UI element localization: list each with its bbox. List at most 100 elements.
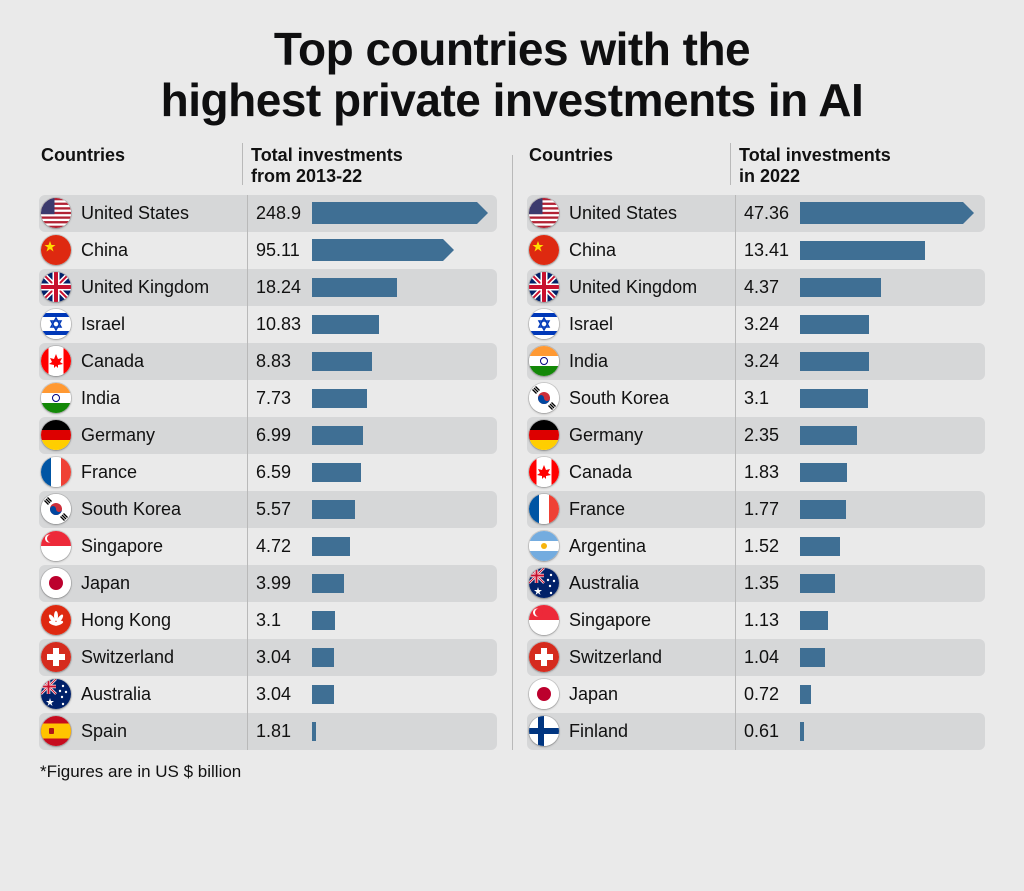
table-row: Germany2.35 — [527, 417, 985, 454]
column-separator — [735, 380, 736, 417]
investment-value: 5.57 — [256, 499, 306, 520]
column-separator — [247, 454, 248, 491]
column-separator — [735, 676, 736, 713]
investment-value: 3.04 — [256, 684, 306, 705]
gb-flag-icon — [529, 272, 559, 302]
ca-flag-icon — [41, 346, 71, 376]
country-name: Spain — [81, 721, 247, 742]
bar-track — [312, 241, 491, 260]
sg-flag-icon — [41, 531, 71, 561]
flag-cell — [527, 642, 569, 672]
flag-cell — [39, 531, 81, 561]
country-name: France — [81, 462, 247, 483]
flag-cell — [39, 568, 81, 598]
footnote: *Figures are in US $ billion — [0, 750, 1024, 782]
bar-track — [800, 389, 979, 408]
bar-track — [312, 352, 491, 371]
column-separator — [735, 454, 736, 491]
country-name: China — [569, 240, 735, 261]
country-name: Australia — [81, 684, 247, 705]
panels-container: Countries Total investments from 2013-22… — [0, 143, 1024, 749]
bar-track — [800, 278, 979, 297]
bar-arrow — [312, 239, 443, 261]
bar-track — [312, 389, 491, 408]
bar-track — [312, 278, 491, 297]
column-separator — [735, 565, 736, 602]
column-separator — [735, 417, 736, 454]
column-separator — [247, 713, 248, 750]
country-name: Hong Kong — [81, 610, 247, 631]
flag-cell — [527, 716, 569, 746]
title-line-1: Top countries with the — [0, 24, 1024, 75]
bar-track — [312, 463, 491, 482]
flag-cell — [527, 568, 569, 598]
flag-cell — [527, 383, 569, 413]
investment-value: 2.35 — [744, 425, 794, 446]
table-row: Hong Kong3.1 — [39, 602, 497, 639]
investment-value: 1.52 — [744, 536, 794, 557]
kr-flag-icon — [41, 494, 71, 524]
de-flag-icon — [41, 420, 71, 450]
country-name: South Korea — [81, 499, 247, 520]
flag-cell — [527, 346, 569, 376]
bar — [800, 722, 804, 741]
table-row: India7.73 — [39, 380, 497, 417]
jp-flag-icon — [529, 679, 559, 709]
bar — [800, 389, 868, 408]
bar — [800, 241, 925, 260]
column-separator — [735, 232, 736, 269]
country-name: Israel — [569, 314, 735, 335]
bar — [312, 315, 379, 334]
table-row: Canada1.83 — [527, 454, 985, 491]
bar-track — [800, 648, 979, 667]
rows-container: United States248.9China95.11 United King… — [39, 195, 497, 750]
panel-header: Countries Total investments in 2022 — [527, 143, 985, 186]
hk-flag-icon — [41, 605, 71, 635]
flag-cell — [39, 716, 81, 746]
country-name: India — [81, 388, 247, 409]
country-name: Canada — [81, 351, 247, 372]
bar — [800, 537, 840, 556]
flag-cell — [39, 198, 81, 228]
flag-cell — [527, 272, 569, 302]
fi-flag-icon — [529, 716, 559, 746]
bar-track — [312, 426, 491, 445]
bar-track — [312, 537, 491, 556]
flag-cell — [527, 494, 569, 524]
gb-flag-icon — [41, 272, 71, 302]
table-row: United Kingdom4.37 — [527, 269, 985, 306]
country-name: Germany — [81, 425, 247, 446]
country-name: Singapore — [81, 536, 247, 557]
country-name: South Korea — [569, 388, 735, 409]
table-row: Germany6.99 — [39, 417, 497, 454]
investment-value: 1.77 — [744, 499, 794, 520]
cn-flag-icon — [41, 235, 71, 265]
table-row: Finland0.61 — [527, 713, 985, 750]
investment-value: 1.04 — [744, 647, 794, 668]
table-row: Spain 1.81 — [39, 713, 497, 750]
investment-value: 1.35 — [744, 573, 794, 594]
center-divider — [512, 155, 513, 749]
bar-track — [312, 315, 491, 334]
kr-flag-icon — [529, 383, 559, 413]
us-flag-icon — [529, 198, 559, 228]
in-flag-icon — [41, 383, 71, 413]
investment-value: 4.72 — [256, 536, 306, 557]
bar-track — [800, 352, 979, 371]
column-separator — [247, 639, 248, 676]
table-row: United Kingdom18.24 — [39, 269, 497, 306]
column-separator — [735, 491, 736, 528]
column-separator — [735, 639, 736, 676]
bar-track — [312, 204, 491, 223]
country-name: United Kingdom — [81, 277, 247, 298]
table-row: South Korea3.1 — [527, 380, 985, 417]
bar-track — [312, 611, 491, 630]
table-row: India3.24 — [527, 343, 985, 380]
flag-cell — [39, 642, 81, 672]
investment-value: 47.36 — [744, 203, 794, 224]
investment-value: 1.81 — [256, 721, 306, 742]
bar — [312, 537, 350, 556]
panel-left: Countries Total investments from 2013-22… — [39, 143, 497, 749]
bar-arrow — [800, 202, 963, 224]
country-name: Argentina — [569, 536, 735, 557]
